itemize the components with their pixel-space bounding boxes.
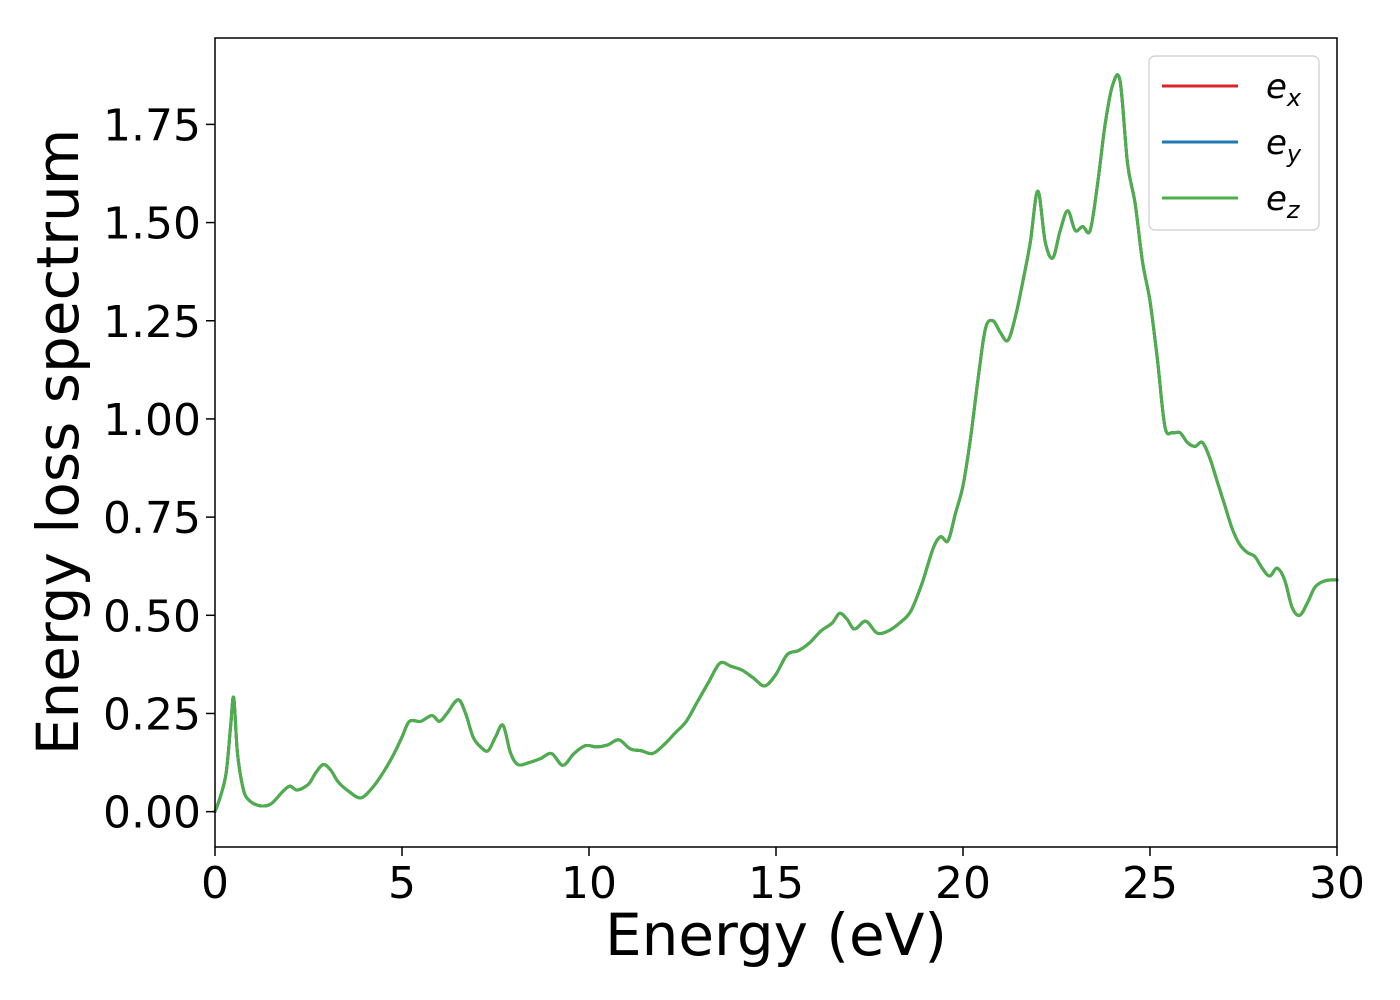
x-tick-label: 15 bbox=[748, 858, 804, 909]
legend-entries: ex ey ez bbox=[1162, 67, 1302, 224]
y-axis-ticks: 0.00 0.25 0.50 0.75 1.00 1.25 1.50 1.75 bbox=[103, 100, 215, 839]
y-tick-label: 1.00 bbox=[103, 395, 201, 446]
x-tick-label: 20 bbox=[935, 858, 991, 909]
y-axis-label: Energy loss spectrum bbox=[24, 129, 92, 755]
legend: ex ey ez bbox=[1148, 55, 1320, 231]
series-layer bbox=[213, 73, 1339, 814]
y-tick-label: 0.75 bbox=[103, 493, 201, 544]
x-tick-label: 30 bbox=[1309, 858, 1365, 909]
legend-label-ez: ez bbox=[1266, 179, 1301, 224]
x-tick-label: 25 bbox=[1122, 858, 1178, 909]
x-tick-label: 10 bbox=[561, 858, 617, 909]
x-tick-label: 0 bbox=[201, 858, 229, 909]
legend-label-ex: ex bbox=[1266, 67, 1302, 112]
y-tick-label: 0.50 bbox=[103, 591, 201, 642]
y-tick-label: 0.00 bbox=[103, 788, 201, 839]
y-tick-label: 1.25 bbox=[103, 297, 201, 348]
y-tick-label: 1.50 bbox=[103, 199, 201, 250]
x-axis-ticks: 0 5 10 15 20 25 30 bbox=[201, 847, 1365, 909]
y-tick-label: 1.75 bbox=[103, 100, 201, 151]
series-line-ez bbox=[213, 73, 1339, 814]
x-axis-label: Energy (eV) bbox=[605, 901, 947, 969]
y-tick-label: 0.25 bbox=[103, 689, 201, 740]
x-tick-label: 5 bbox=[388, 858, 416, 909]
legend-label-ey: ey bbox=[1266, 123, 1302, 168]
